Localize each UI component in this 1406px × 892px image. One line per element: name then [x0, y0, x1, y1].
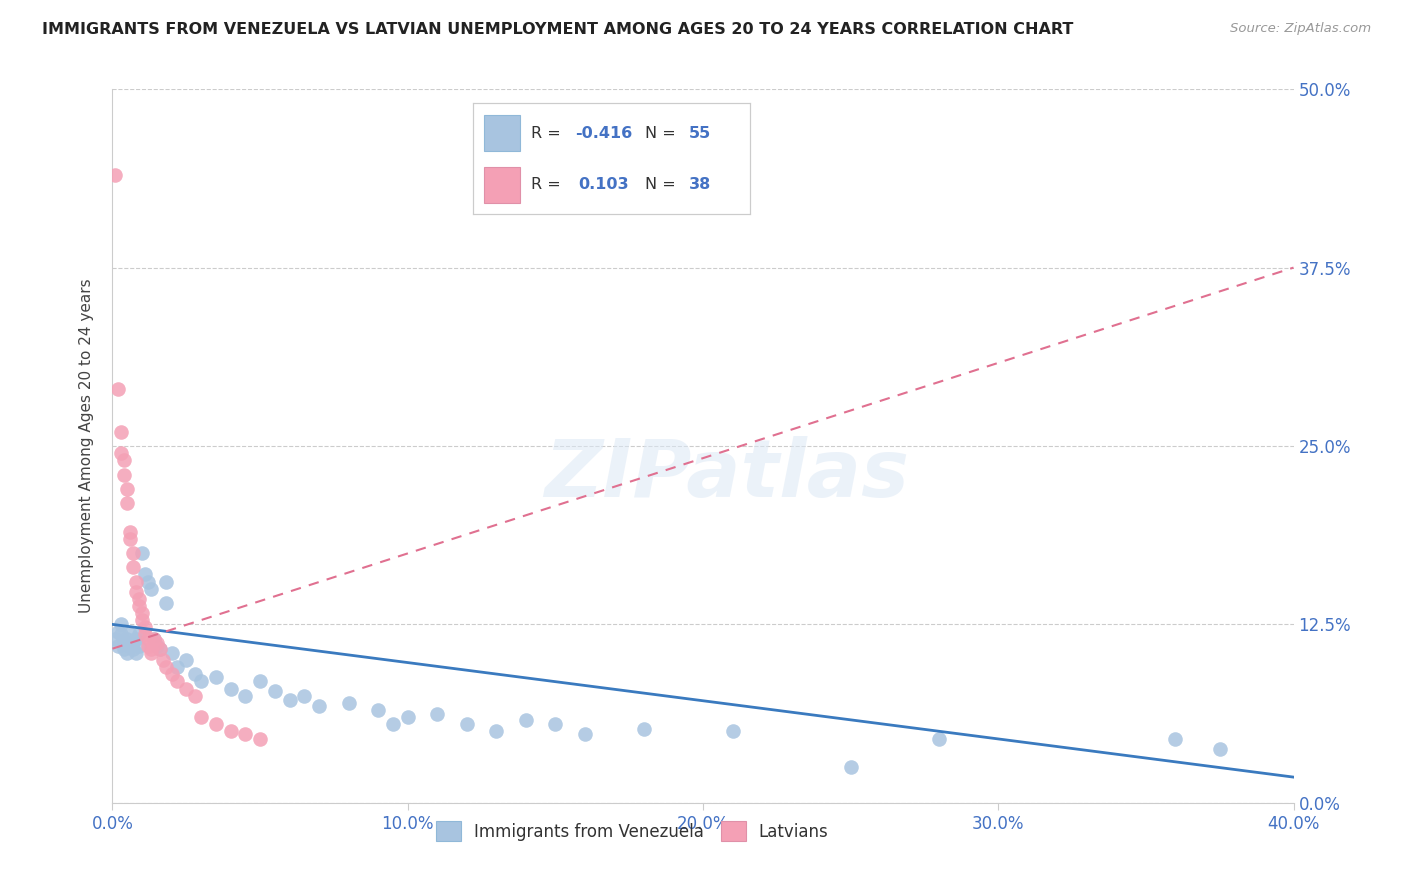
- Point: [120, 627, 142, 641]
- Point: [264, 684, 287, 698]
- Point: [131, 613, 153, 627]
- Point: [125, 584, 148, 599]
- Point: [149, 641, 172, 656]
- Point: [426, 707, 449, 722]
- Point: [107, 382, 129, 396]
- Point: [136, 632, 159, 646]
- Point: [233, 727, 256, 741]
- Point: [139, 582, 162, 596]
- Point: [136, 639, 159, 653]
- Point: [104, 168, 127, 182]
- Point: [456, 717, 478, 731]
- Point: [928, 731, 950, 746]
- Point: [122, 546, 145, 560]
- Point: [278, 693, 301, 707]
- Point: [485, 724, 508, 739]
- Point: [205, 670, 228, 684]
- Point: [308, 698, 330, 713]
- Point: [184, 667, 207, 681]
- Point: [128, 599, 150, 613]
- Point: [142, 632, 165, 646]
- Point: [1208, 741, 1232, 756]
- Point: [249, 731, 271, 746]
- Y-axis label: Unemployment Among Ages 20 to 24 years: Unemployment Among Ages 20 to 24 years: [79, 278, 94, 614]
- Text: IMMIGRANTS FROM VENEZUELA VS LATVIAN UNEMPLOYMENT AMONG AGES 20 TO 24 YEARS CORR: IMMIGRANTS FROM VENEZUELA VS LATVIAN UNE…: [42, 22, 1074, 37]
- Point: [128, 627, 150, 641]
- Point: [174, 653, 197, 667]
- Point: [125, 574, 148, 589]
- Point: [152, 653, 174, 667]
- Point: [337, 696, 360, 710]
- Point: [190, 674, 212, 689]
- Point: [219, 724, 242, 739]
- Point: [249, 674, 271, 689]
- Point: [233, 689, 256, 703]
- Point: [205, 717, 228, 731]
- Point: [131, 606, 153, 620]
- Point: [136, 574, 159, 589]
- Point: [382, 717, 405, 731]
- Point: [112, 641, 135, 656]
- Point: [292, 689, 315, 703]
- Point: [117, 632, 138, 646]
- Point: [134, 627, 156, 641]
- Point: [839, 760, 862, 774]
- Point: [574, 727, 596, 741]
- Point: [160, 646, 183, 660]
- Point: [367, 703, 389, 717]
- Point: [120, 639, 142, 653]
- Point: [117, 646, 138, 660]
- Point: [174, 681, 197, 696]
- Point: [122, 560, 145, 574]
- Point: [128, 639, 150, 653]
- Point: [125, 646, 148, 660]
- Point: [110, 425, 132, 439]
- Point: [139, 641, 162, 656]
- Point: [149, 641, 172, 656]
- Point: [110, 627, 132, 641]
- Point: [219, 681, 242, 696]
- Point: [155, 574, 177, 589]
- Point: [142, 632, 165, 646]
- Point: [120, 532, 142, 546]
- Point: [166, 660, 188, 674]
- Point: [190, 710, 212, 724]
- Point: [110, 446, 132, 460]
- Point: [110, 617, 132, 632]
- Point: [107, 639, 129, 653]
- Point: [1164, 731, 1187, 746]
- Point: [146, 636, 169, 650]
- Point: [146, 639, 169, 653]
- Point: [117, 482, 138, 496]
- Point: [104, 632, 127, 646]
- Point: [117, 496, 138, 510]
- Text: Source: ZipAtlas.com: Source: ZipAtlas.com: [1230, 22, 1371, 36]
- Point: [120, 524, 142, 539]
- Point: [721, 724, 744, 739]
- Point: [128, 591, 150, 606]
- Point: [112, 467, 135, 482]
- Point: [131, 546, 153, 560]
- Point: [160, 667, 183, 681]
- Point: [396, 710, 419, 724]
- Point: [122, 641, 145, 656]
- Point: [122, 634, 145, 648]
- Point: [112, 636, 135, 650]
- Point: [125, 632, 148, 646]
- Point: [515, 713, 537, 727]
- Point: [155, 660, 177, 674]
- Point: [633, 722, 655, 736]
- Point: [166, 674, 188, 689]
- Point: [112, 453, 135, 467]
- Point: [134, 620, 156, 634]
- Point: [107, 624, 129, 639]
- Text: ZIPatlas: ZIPatlas: [544, 435, 910, 514]
- Point: [544, 717, 567, 731]
- Point: [139, 646, 162, 660]
- Legend: Immigrants from Venezuela, Latvians: Immigrants from Venezuela, Latvians: [429, 814, 835, 848]
- Point: [155, 596, 177, 610]
- Point: [184, 689, 207, 703]
- Point: [134, 567, 156, 582]
